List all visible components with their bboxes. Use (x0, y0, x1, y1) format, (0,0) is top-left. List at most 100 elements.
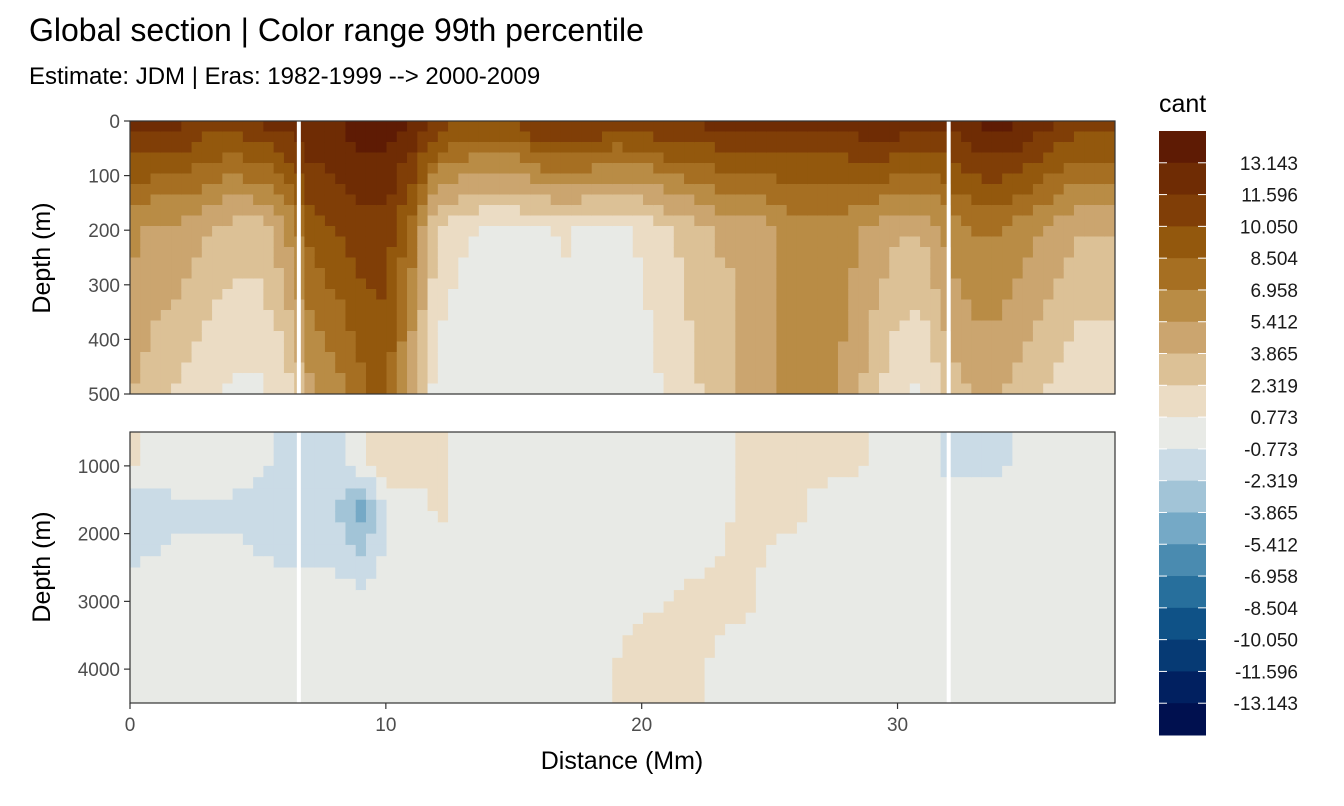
section-cell (304, 310, 316, 322)
section-cell (643, 465, 654, 478)
section-cell (714, 522, 726, 535)
section-cell (920, 152, 931, 164)
section-cell (386, 646, 398, 659)
section-cell (345, 247, 357, 259)
section-cell (612, 691, 624, 703)
section-cell (222, 215, 234, 227)
section-cell (253, 465, 264, 478)
section-cell (622, 131, 634, 143)
section-cell (335, 163, 347, 175)
section-cell (1084, 184, 1096, 196)
section-cell (940, 443, 952, 456)
section-cell (653, 556, 665, 569)
section-cell (540, 341, 552, 353)
section-cell (858, 373, 870, 385)
section-cell (437, 121, 449, 133)
section-cell (417, 320, 429, 332)
section-cell (1084, 669, 1096, 682)
section-cell (694, 341, 706, 353)
section-cell (427, 383, 439, 394)
section-cell (1053, 556, 1065, 569)
section-cell (632, 320, 644, 332)
section-cell (930, 567, 942, 580)
section-cell (899, 556, 911, 569)
section-cell (909, 215, 921, 227)
section-cell (571, 635, 583, 648)
section-cell (991, 578, 1003, 591)
section-cell (827, 362, 839, 374)
section-cell (396, 578, 408, 591)
section-cell (396, 373, 408, 385)
section-cell (314, 488, 326, 501)
section-cell (673, 352, 685, 364)
section-cell (509, 184, 521, 196)
section-cell (899, 646, 911, 659)
section-cell (837, 247, 849, 259)
section-cell (879, 488, 890, 501)
section-cell (1094, 578, 1106, 591)
section-cell (601, 352, 613, 364)
section-cell (786, 499, 798, 512)
section-cell (796, 544, 808, 557)
section-cell (889, 194, 901, 206)
section-cell (530, 373, 542, 385)
section-cell (437, 657, 449, 670)
section-cell (837, 590, 849, 602)
section-cell (673, 691, 685, 703)
section-cell (1022, 499, 1034, 512)
section-cell (817, 341, 829, 353)
section-cell (643, 352, 654, 364)
section-cell (365, 477, 377, 490)
section-cell (130, 669, 141, 682)
section-cell (837, 522, 849, 535)
section-cell (714, 443, 726, 456)
section-cell (755, 331, 767, 343)
section-cell (519, 612, 531, 625)
section-cell (376, 499, 388, 512)
section-cell (601, 669, 613, 682)
section-cell (1104, 236, 1115, 248)
section-cell (1073, 488, 1085, 501)
section-cell (232, 236, 244, 248)
section-cell (879, 268, 890, 280)
section-cell (1104, 556, 1115, 569)
section-cell (283, 278, 295, 290)
section-cell (581, 278, 593, 290)
section-cell (478, 257, 490, 269)
section-cell (242, 205, 254, 217)
section-cell (1104, 320, 1115, 332)
section-cell (663, 657, 675, 670)
section-cell (1104, 499, 1115, 512)
section-cell (150, 194, 162, 206)
section-cell (304, 635, 316, 648)
section-cell (1012, 511, 1024, 523)
section-cell (160, 522, 172, 535)
section-cell (591, 152, 603, 164)
section-cell (971, 341, 983, 353)
section-cell (868, 443, 880, 456)
section-cell (212, 578, 223, 591)
section-cell (827, 590, 839, 602)
section-cell (991, 488, 1003, 501)
section-cell (304, 578, 316, 591)
section-cell (560, 352, 572, 364)
section-cell (365, 691, 377, 703)
section-cell (550, 215, 562, 227)
section-cell (130, 299, 141, 311)
section-cell (355, 432, 367, 444)
section-cell (1012, 163, 1024, 175)
section-cell (1012, 278, 1024, 290)
section-cell (489, 454, 500, 467)
section-cell (171, 184, 182, 196)
section-cell (725, 499, 736, 512)
section-cell (468, 691, 480, 703)
section-cell (725, 432, 736, 444)
section-cell (365, 268, 377, 280)
section-cell (930, 341, 942, 353)
section-cell (540, 205, 552, 217)
section-cell (766, 443, 778, 456)
section-cell (591, 278, 603, 290)
section-cell (817, 131, 829, 143)
section-cell (499, 299, 511, 311)
section-cell (530, 657, 542, 670)
